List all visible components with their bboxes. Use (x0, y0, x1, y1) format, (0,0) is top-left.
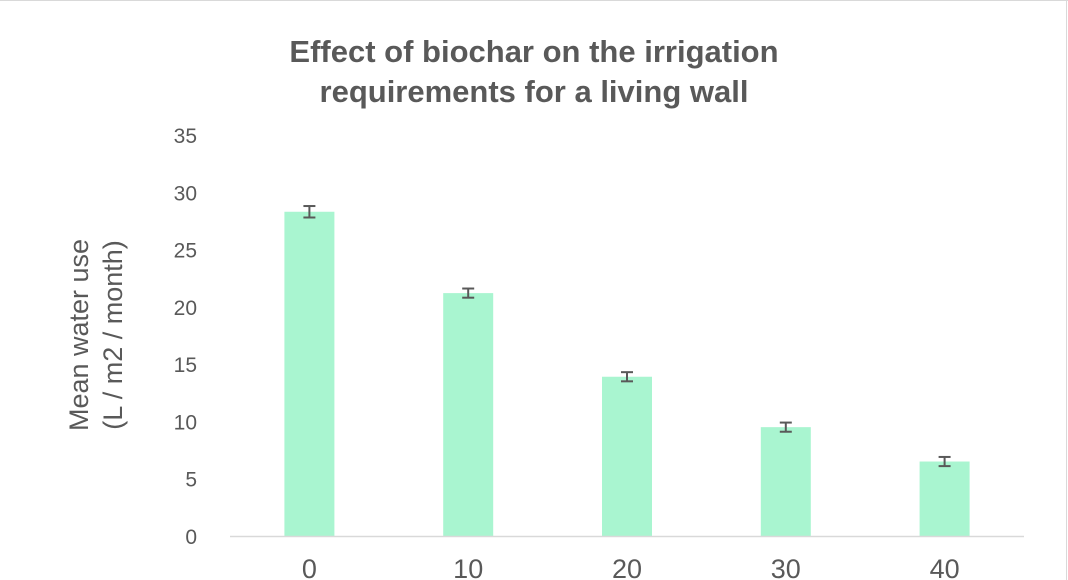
x-tick-label-10: 10 (453, 554, 483, 580)
x-tick-label-20: 20 (612, 554, 642, 580)
y-tick-label-5: 5 (185, 469, 197, 492)
x-axis-ticks: 0 10 20 30 40 (302, 554, 960, 580)
bar-series (284, 211, 970, 536)
bar-0 (284, 211, 335, 536)
y-tick-label-30: 30 (174, 182, 197, 205)
y-axis-label-line-2: (L / m2 / month) (98, 240, 128, 430)
y-tick-label-10: 10 (174, 411, 197, 434)
bar-20 (602, 376, 652, 536)
bar-40 (919, 461, 970, 536)
y-tick-label-35: 35 (174, 125, 197, 148)
chart-title-line-1: Effect of biochar on the irrigation (289, 34, 778, 69)
y-tick-label-25: 25 (174, 240, 197, 263)
error-bar-0 (303, 205, 316, 219)
x-tick-label-0: 0 (302, 554, 317, 580)
error-bars (303, 205, 951, 468)
error-bar-30 (779, 421, 792, 433)
chart-title-line-2: requirements for a living wall (320, 74, 749, 109)
error-bar-10 (462, 287, 475, 299)
y-axis-label-line-1: Mean water use (64, 239, 94, 431)
error-bar-40 (938, 455, 951, 468)
chart-border-top (0, 0, 1068, 1)
chart-border-right (1066, 0, 1067, 580)
y-tick-label-0: 0 (185, 526, 197, 549)
y-tick-label-20: 20 (174, 297, 197, 320)
bar-30 (760, 427, 811, 536)
x-tick-label-40: 40 (930, 554, 960, 580)
y-tick-label-15: 15 (174, 354, 197, 377)
y-axis-ticks: 0 5 10 15 20 25 30 35 (174, 125, 197, 549)
error-bar-20 (621, 371, 633, 383)
bar-10 (443, 293, 494, 536)
x-tick-label-30: 30 (771, 554, 801, 580)
